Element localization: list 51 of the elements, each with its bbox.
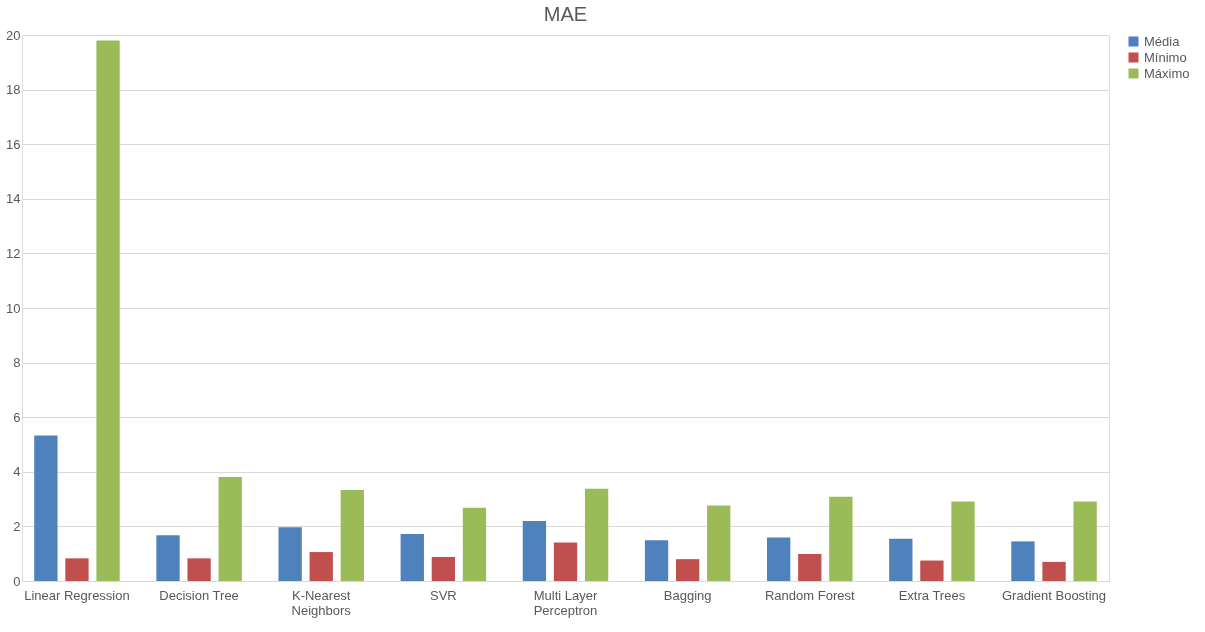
x-tick-label: Bagging [663,587,712,603]
bar [707,505,731,581]
x-tick-label: K-Nearest Neighbors [291,587,352,618]
bar [309,552,333,581]
y-tick-label: 12 [6,245,21,261]
bar [644,540,669,581]
legend-label: Máximo [1144,65,1190,81]
bar [400,534,424,581]
x-tick-label: Extra Trees [898,587,966,603]
x-tick-label: SVR [430,587,457,603]
x-tick-label: Multi Layer Perceptron [533,587,598,618]
bar [431,556,456,581]
y-tick-label: 2 [13,518,21,534]
bar [1042,561,1066,581]
bar [584,488,609,581]
bar [187,558,211,581]
y-tick-label: 4 [13,464,21,480]
bar [65,558,89,581]
bar [522,520,547,581]
legend-label: Mínimo [1144,49,1187,65]
y-tick-label: 6 [13,409,21,425]
y-tick-label: 20 [6,27,21,43]
y-tick-label: 18 [6,82,21,98]
bar [798,553,822,581]
x-tick-label: Decision Tree [159,587,239,603]
bar [1073,501,1097,581]
bar [34,435,58,581]
x-tick-label: Random Forest [764,587,855,603]
bar [553,542,578,581]
bar [278,527,302,581]
bar [920,560,944,581]
bar [675,559,700,581]
y-tick-label: 0 [13,573,21,589]
bar [96,40,120,581]
bar [1011,541,1035,581]
bar [829,496,853,581]
y-tick-label: 16 [6,136,21,152]
bar [340,490,364,581]
y-tick-label: 14 [6,191,21,207]
x-tick-label: Linear Regression [24,587,130,603]
y-tick-label: 10 [6,300,21,316]
bar [951,501,975,581]
legend-label: Média [1144,33,1181,49]
bar [218,476,242,581]
bar [156,535,180,581]
bar [889,538,913,581]
bar [462,507,487,581]
bar [767,537,791,581]
y-tick-label: 8 [13,355,21,371]
x-tick-label: Gradient Boosting [1002,587,1107,603]
chart-title: MAE [543,3,588,25]
